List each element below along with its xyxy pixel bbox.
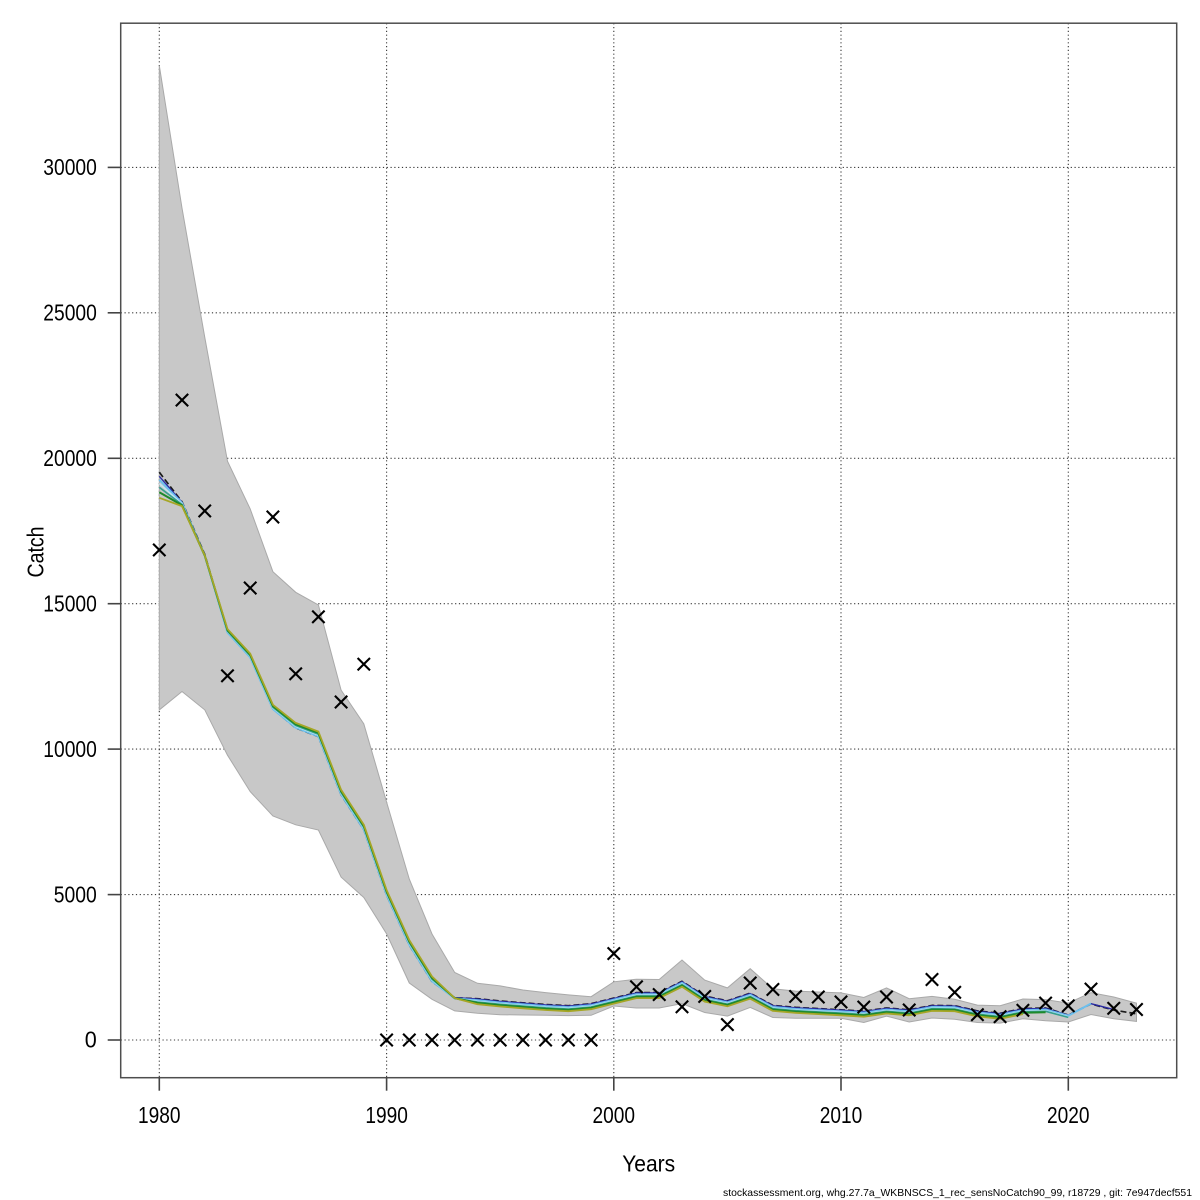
svg-text:0: 0 [85, 1027, 97, 1053]
svg-text:Catch: Catch [23, 527, 49, 578]
svg-text:1980: 1980 [138, 1102, 181, 1128]
svg-text:2020: 2020 [1047, 1102, 1090, 1128]
svg-text:20000: 20000 [43, 445, 97, 471]
svg-text:stockassessment.org, whg.27.7a: stockassessment.org, whg.27.7a_WKBNSCS_1… [723, 1187, 1192, 1199]
svg-text:15000: 15000 [43, 590, 97, 616]
svg-text:2000: 2000 [593, 1102, 636, 1128]
svg-text:Years: Years [622, 1151, 675, 1177]
svg-text:1990: 1990 [365, 1102, 408, 1128]
svg-text:25000: 25000 [43, 300, 97, 326]
svg-text:5000: 5000 [54, 881, 97, 907]
svg-text:2010: 2010 [820, 1102, 863, 1128]
svg-text:30000: 30000 [43, 154, 97, 180]
svg-text:10000: 10000 [43, 736, 97, 762]
